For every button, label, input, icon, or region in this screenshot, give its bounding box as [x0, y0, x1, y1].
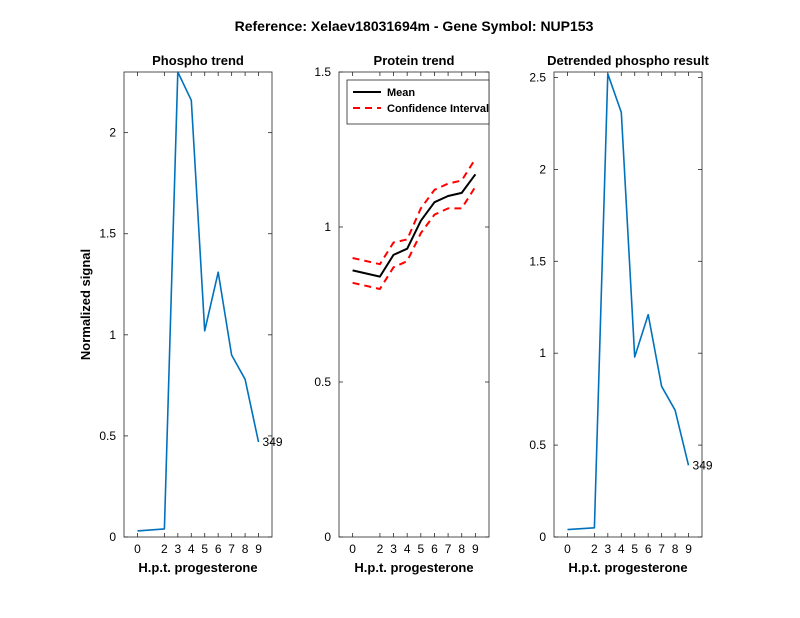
y-tick-label: 2: [539, 162, 546, 176]
y-tick-label: 1: [539, 346, 546, 360]
x-tick-label: 0: [134, 542, 141, 556]
x-axis-label: H.p.t. progesterone: [138, 560, 257, 575]
y-tick-label: 0.5: [314, 375, 331, 389]
x-tick-label: 7: [658, 542, 665, 556]
series-line-1: [567, 73, 690, 531]
x-tick-label: 4: [188, 542, 195, 556]
x-tick-label: 5: [201, 542, 208, 556]
x-tick-label: 7: [228, 542, 235, 556]
x-axis-label: H.p.t. progesterone: [568, 560, 687, 575]
y-tick-label: 0: [109, 530, 116, 544]
x-tick-label: 4: [618, 542, 625, 556]
x-tick-label: 5: [631, 542, 638, 556]
axes-box: [553, 71, 703, 538]
series-line-1: [137, 71, 260, 532]
series-line-2: [352, 158, 477, 266]
panel-title: Protein trend: [374, 53, 455, 68]
legend: Mean Confidence Interval: [346, 79, 490, 125]
x-tick-label: 5: [417, 542, 424, 556]
legend-box: [346, 79, 490, 125]
panel-title: Detrended phospho result: [547, 53, 709, 68]
x-tick-label: 6: [431, 542, 438, 556]
x-tick-label: 2: [161, 542, 168, 556]
x-tick-label: 8: [458, 542, 465, 556]
x-tick-label: 0: [349, 542, 356, 556]
legend-label: Mean: [387, 87, 415, 99]
y-tick-label: 2.5: [529, 71, 546, 85]
series-line-1: [352, 173, 477, 278]
x-tick-label: 2: [591, 542, 598, 556]
y-tick-label: 1.5: [99, 227, 116, 241]
y-tick-label: 0.5: [529, 438, 546, 452]
x-tick-label: 3: [604, 542, 611, 556]
legend-label: Confidence Interval: [387, 103, 489, 115]
x-tick-label: 6: [645, 542, 652, 556]
x-tick-label: 8: [242, 542, 249, 556]
y-tick-label: 2: [109, 126, 116, 140]
series-line-3: [352, 186, 477, 290]
chart-panel-2: Protein trend 0 2 3 4 5 6 7 8 9 0 0.5 1 1.5 H.p.t. pro…: [314, 53, 490, 575]
y-tick-label: 1.5: [529, 254, 546, 268]
x-tick-label: 3: [174, 542, 181, 556]
x-tick-label: 9: [255, 542, 262, 556]
y-tick-label: 1.5: [314, 65, 331, 79]
x-tick-label: 9: [685, 542, 692, 556]
x-tick-label: 2: [377, 542, 384, 556]
x-axis-label: H.p.t. progesterone: [354, 560, 473, 575]
figure-title: Reference: Xelaev18031694m - Gene Symbol…: [235, 18, 594, 34]
axes-box: [123, 71, 273, 538]
axes-box: [338, 71, 490, 538]
point-annotation: 349: [263, 435, 283, 449]
y-tick-label: 0.5: [99, 429, 116, 443]
panel-title: Phospho trend: [152, 53, 244, 68]
x-tick-label: 3: [390, 542, 397, 556]
y-tick-label: 0: [324, 530, 331, 544]
x-tick-label: 0: [564, 542, 571, 556]
y-tick-label: 0: [539, 530, 546, 544]
x-tick-label: 9: [472, 542, 479, 556]
x-tick-label: 4: [404, 542, 411, 556]
y-axis-label: Normalized signal: [78, 249, 93, 360]
x-tick-label: 6: [215, 542, 222, 556]
x-tick-label: 7: [445, 542, 452, 556]
y-tick-label: 1: [109, 328, 116, 342]
y-tick-label: 1: [324, 220, 331, 234]
x-tick-label: 8: [672, 542, 679, 556]
point-annotation: 349: [693, 458, 713, 472]
